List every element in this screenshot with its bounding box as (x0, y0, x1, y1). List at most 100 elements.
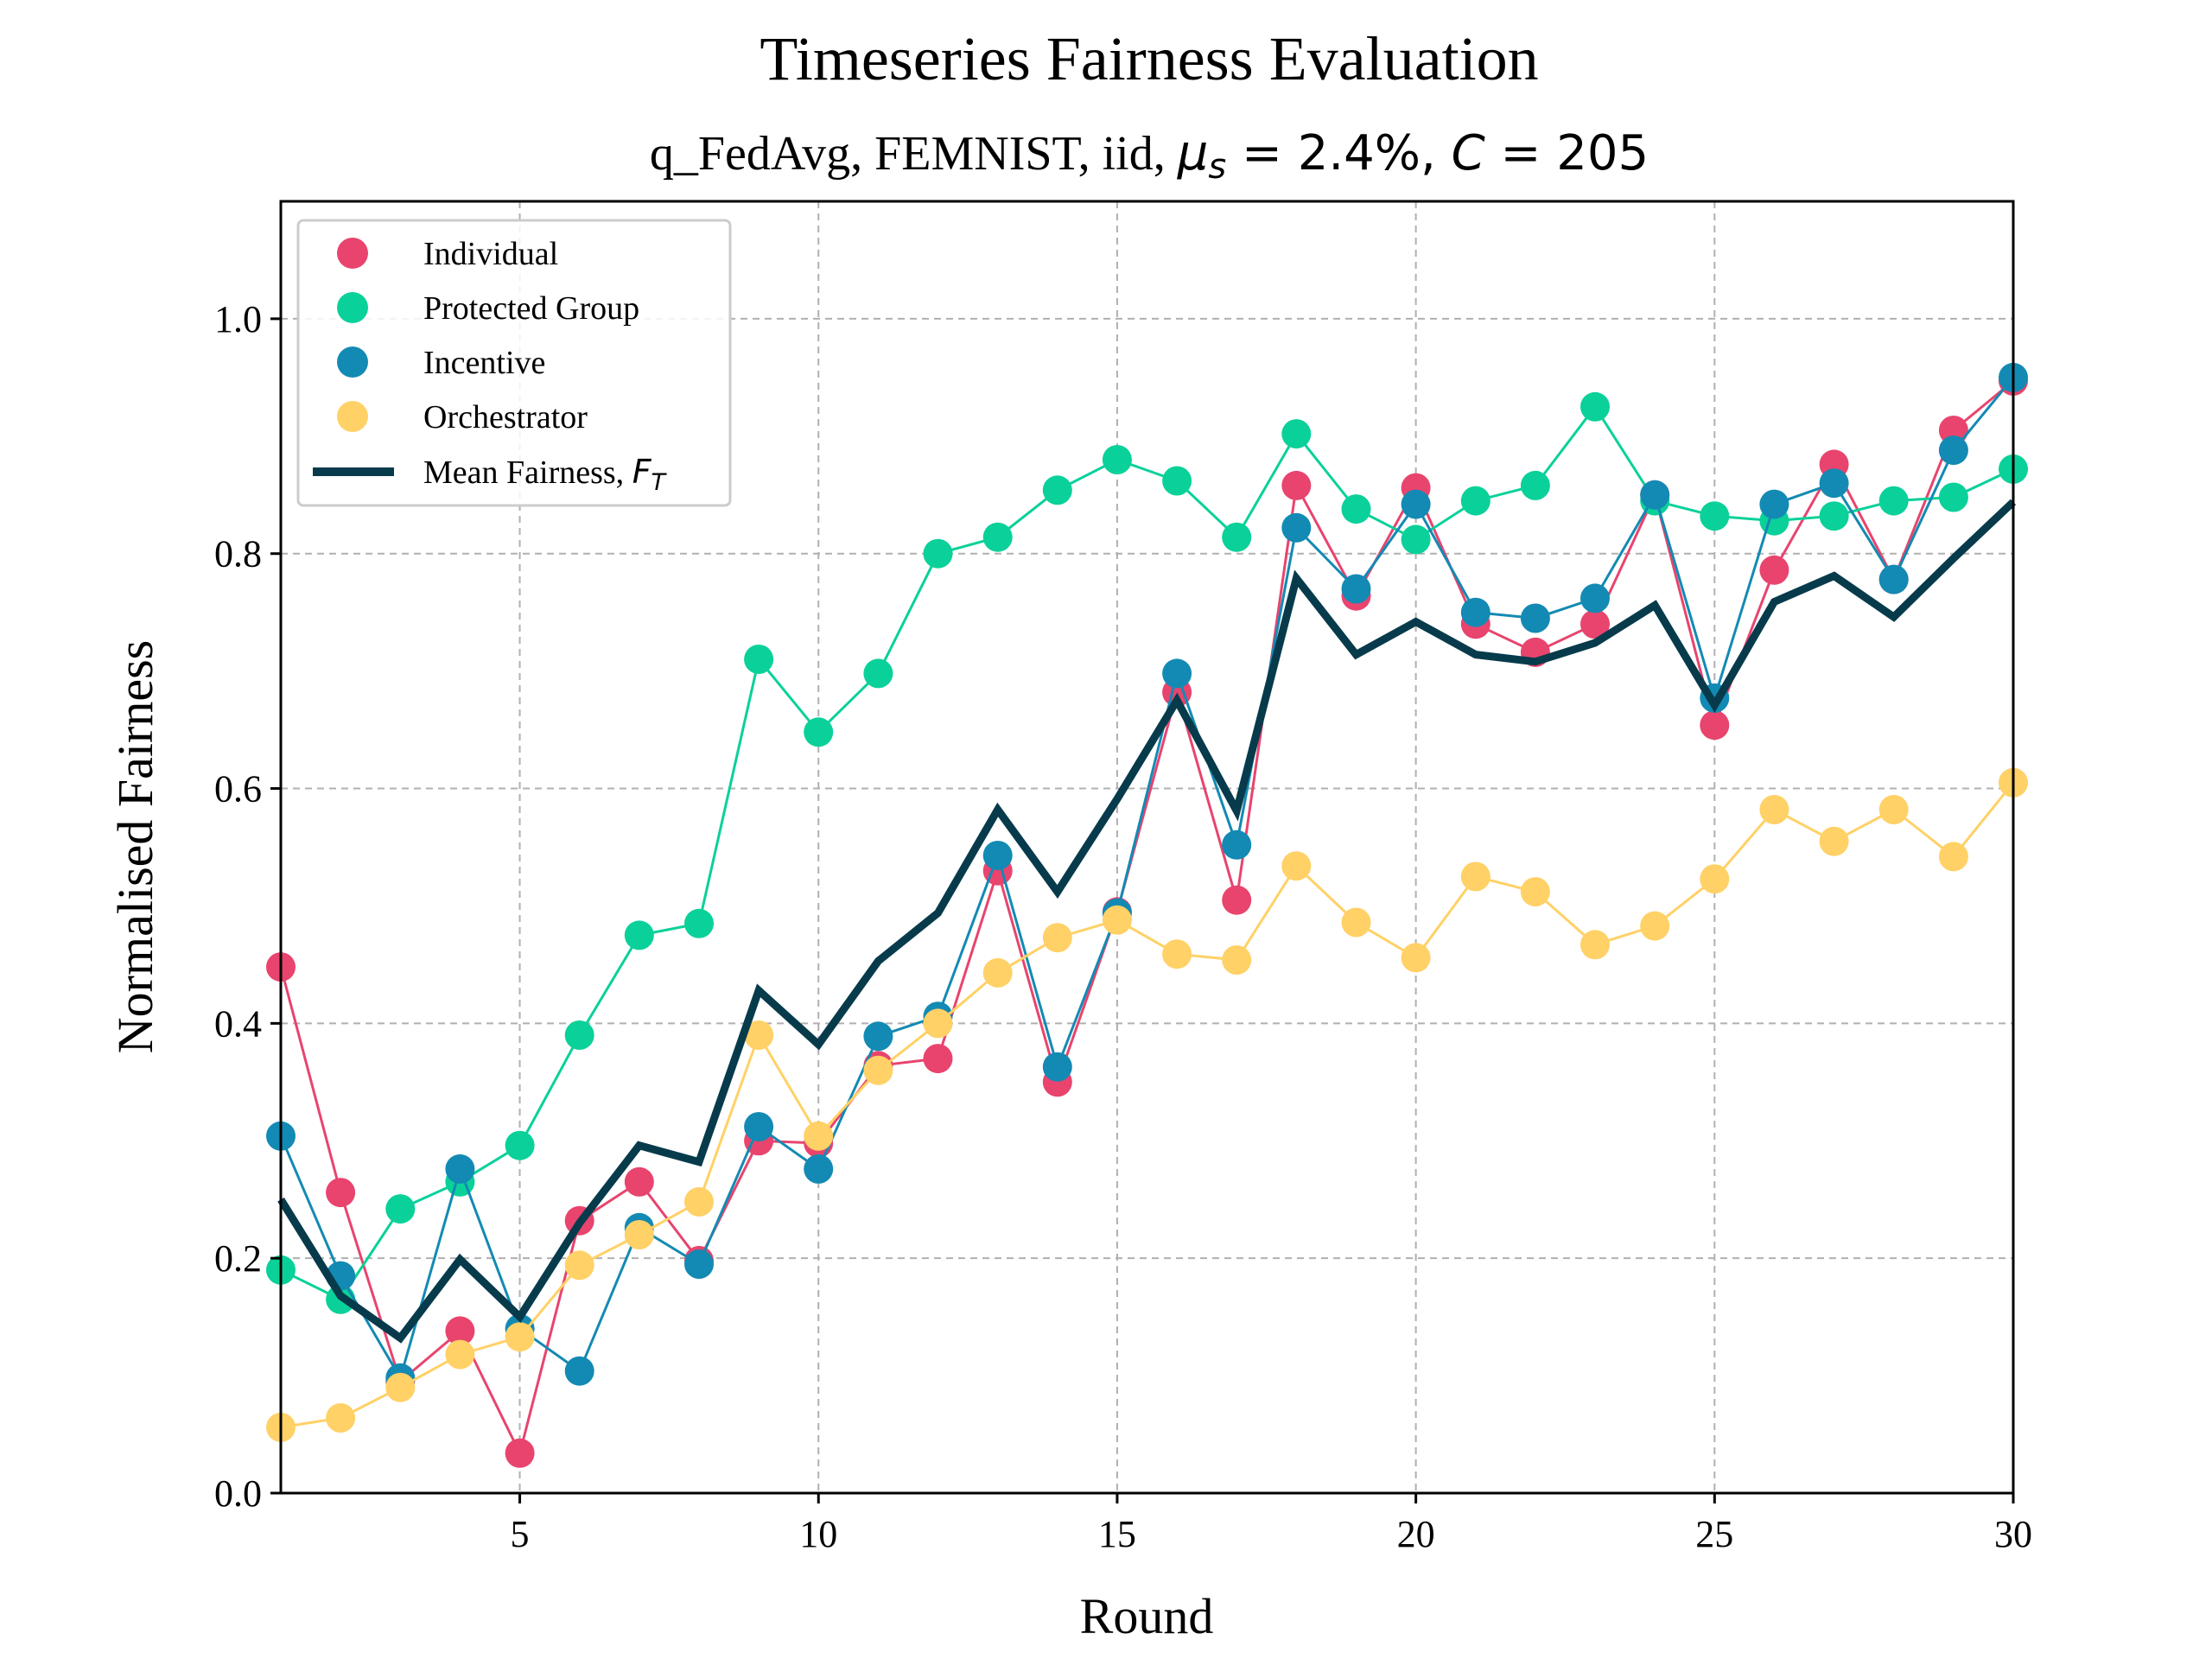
data-point-orchestrator (1162, 939, 1192, 969)
data-point-individual (1222, 885, 1252, 915)
data-point-protected-group (624, 920, 654, 950)
legend-marker-incentive (337, 346, 368, 378)
series-layer (266, 362, 2028, 1468)
data-point-orchestrator (804, 1121, 834, 1151)
data-point-incentive (1162, 658, 1192, 689)
data-point-incentive (1222, 830, 1252, 860)
data-point-orchestrator (1938, 842, 1968, 872)
series-line-individual (279, 379, 2014, 1458)
y-tick-label: 0.4 (214, 1002, 262, 1045)
subtitle-eq2: = 205 (1485, 125, 1649, 181)
series-incentive (266, 362, 2028, 1393)
data-point-incentive (1878, 564, 1909, 594)
data-point-protected-group (1460, 486, 1491, 516)
legend-label-protected-group: Protected Group (423, 290, 639, 327)
data-point-protected-group (804, 717, 834, 747)
data-point-orchestrator (1281, 851, 1312, 881)
legend-mean-prefix: Mean Fairness, (423, 454, 632, 491)
data-point-protected-group (923, 538, 953, 569)
subtitle-eq1: = 2.4%, (1226, 125, 1451, 181)
series-line-orchestrator (280, 781, 2015, 1429)
data-point-protected-group (1341, 494, 1371, 524)
data-point-orchestrator (1222, 945, 1252, 975)
data-point-protected-group (684, 908, 714, 938)
data-point-individual (1281, 470, 1312, 500)
legend-label-orchestrator: Orchestrator (423, 399, 588, 435)
y-tick-label: 0.2 (214, 1237, 262, 1280)
data-point-orchestrator (564, 1250, 594, 1281)
data-point-incentive (1042, 1052, 1072, 1082)
data-point-orchestrator (1102, 905, 1132, 935)
data-point-orchestrator (684, 1186, 714, 1217)
axis-ticks: 5 10 15 20 25 30 0.0 0.2 0.4 0.6 0.8 1.0 (214, 298, 2032, 1555)
x-tick-label: 10 (799, 1513, 837, 1555)
legend: Individual Protected Group Incentive Orc… (296, 219, 732, 507)
subtitle-c: C (1452, 125, 1485, 181)
y-tick-label: 0.6 (214, 768, 262, 810)
data-point-incentive (1401, 489, 1431, 519)
x-tick-label: 15 (1098, 1513, 1136, 1555)
data-point-individual (445, 1316, 475, 1346)
data-point-orchestrator (1700, 864, 1730, 894)
x-tick-label: 25 (1695, 1513, 1733, 1555)
data-point-protected-group (1222, 522, 1252, 552)
data-point-incentive (445, 1154, 475, 1184)
legend-label-mean-fairness: Mean Fairness, FT (423, 453, 668, 496)
legend-marker-protected-group (337, 292, 368, 323)
data-point-protected-group (1162, 466, 1192, 496)
data-point-incentive (1460, 597, 1491, 627)
data-point-individual (1759, 555, 1789, 585)
data-point-orchestrator (326, 1403, 356, 1433)
data-point-orchestrator (1580, 930, 1610, 960)
y-axis-label: Normalised Fairness (107, 640, 163, 1053)
data-point-incentive (744, 1112, 774, 1141)
x-tick-label: 30 (1994, 1513, 2032, 1555)
data-point-individual (1580, 609, 1610, 639)
data-point-orchestrator (982, 957, 1013, 988)
series-mean-fairness (277, 499, 2017, 1344)
data-point-protected-group (1281, 419, 1312, 449)
data-point-orchestrator (863, 1055, 893, 1085)
plot-area-frame (279, 200, 2015, 1495)
legend-label-incentive: Incentive (423, 345, 545, 381)
data-point-protected-group (505, 1130, 535, 1160)
data-point-protected-group (1580, 391, 1610, 422)
series-protected-group (266, 391, 2028, 1314)
legend-box (296, 219, 732, 507)
data-point-protected-group (982, 522, 1013, 552)
data-point-orchestrator (505, 1322, 535, 1352)
data-point-orchestrator (1819, 826, 1849, 856)
subtitle-prefix: q_FedAvg, FEMNIST, iid, (650, 127, 1178, 181)
data-point-individual (326, 1178, 356, 1208)
x-axis-label: Round (1080, 1588, 1214, 1644)
data-point-individual (1700, 710, 1730, 741)
data-point-incentive (564, 1356, 594, 1386)
data-point-orchestrator (1520, 877, 1550, 907)
data-point-orchestrator (1401, 943, 1431, 973)
data-point-protected-group (1700, 501, 1730, 531)
data-point-orchestrator (744, 1020, 774, 1050)
data-point-protected-group (564, 1020, 594, 1050)
series-line-mean-fairness (277, 499, 2017, 1344)
subtitle-mu: μ (1177, 125, 1209, 181)
data-point-incentive (982, 841, 1013, 870)
series-line-protected-group (280, 404, 2014, 1301)
subtitle-mu-sub: s (1208, 147, 1226, 187)
chart-title: Timeseries Fairness Evaluation (760, 24, 1538, 93)
data-point-incentive (684, 1249, 714, 1279)
y-tick-label: 0.8 (214, 533, 262, 575)
legend-label-individual: Individual (423, 236, 558, 272)
data-point-protected-group (1042, 475, 1072, 505)
data-point-orchestrator (1878, 795, 1909, 824)
data-point-incentive (1341, 574, 1371, 604)
data-point-protected-group (385, 1194, 416, 1224)
data-point-protected-group (1819, 501, 1849, 531)
data-point-incentive (1520, 603, 1550, 633)
legend-marker-individual (337, 238, 368, 269)
data-point-individual (624, 1166, 654, 1197)
series-orchestrator (266, 767, 2028, 1442)
data-point-orchestrator (445, 1339, 475, 1370)
data-point-incentive (1819, 468, 1849, 499)
data-point-orchestrator (1460, 861, 1491, 892)
data-point-incentive (804, 1154, 834, 1184)
